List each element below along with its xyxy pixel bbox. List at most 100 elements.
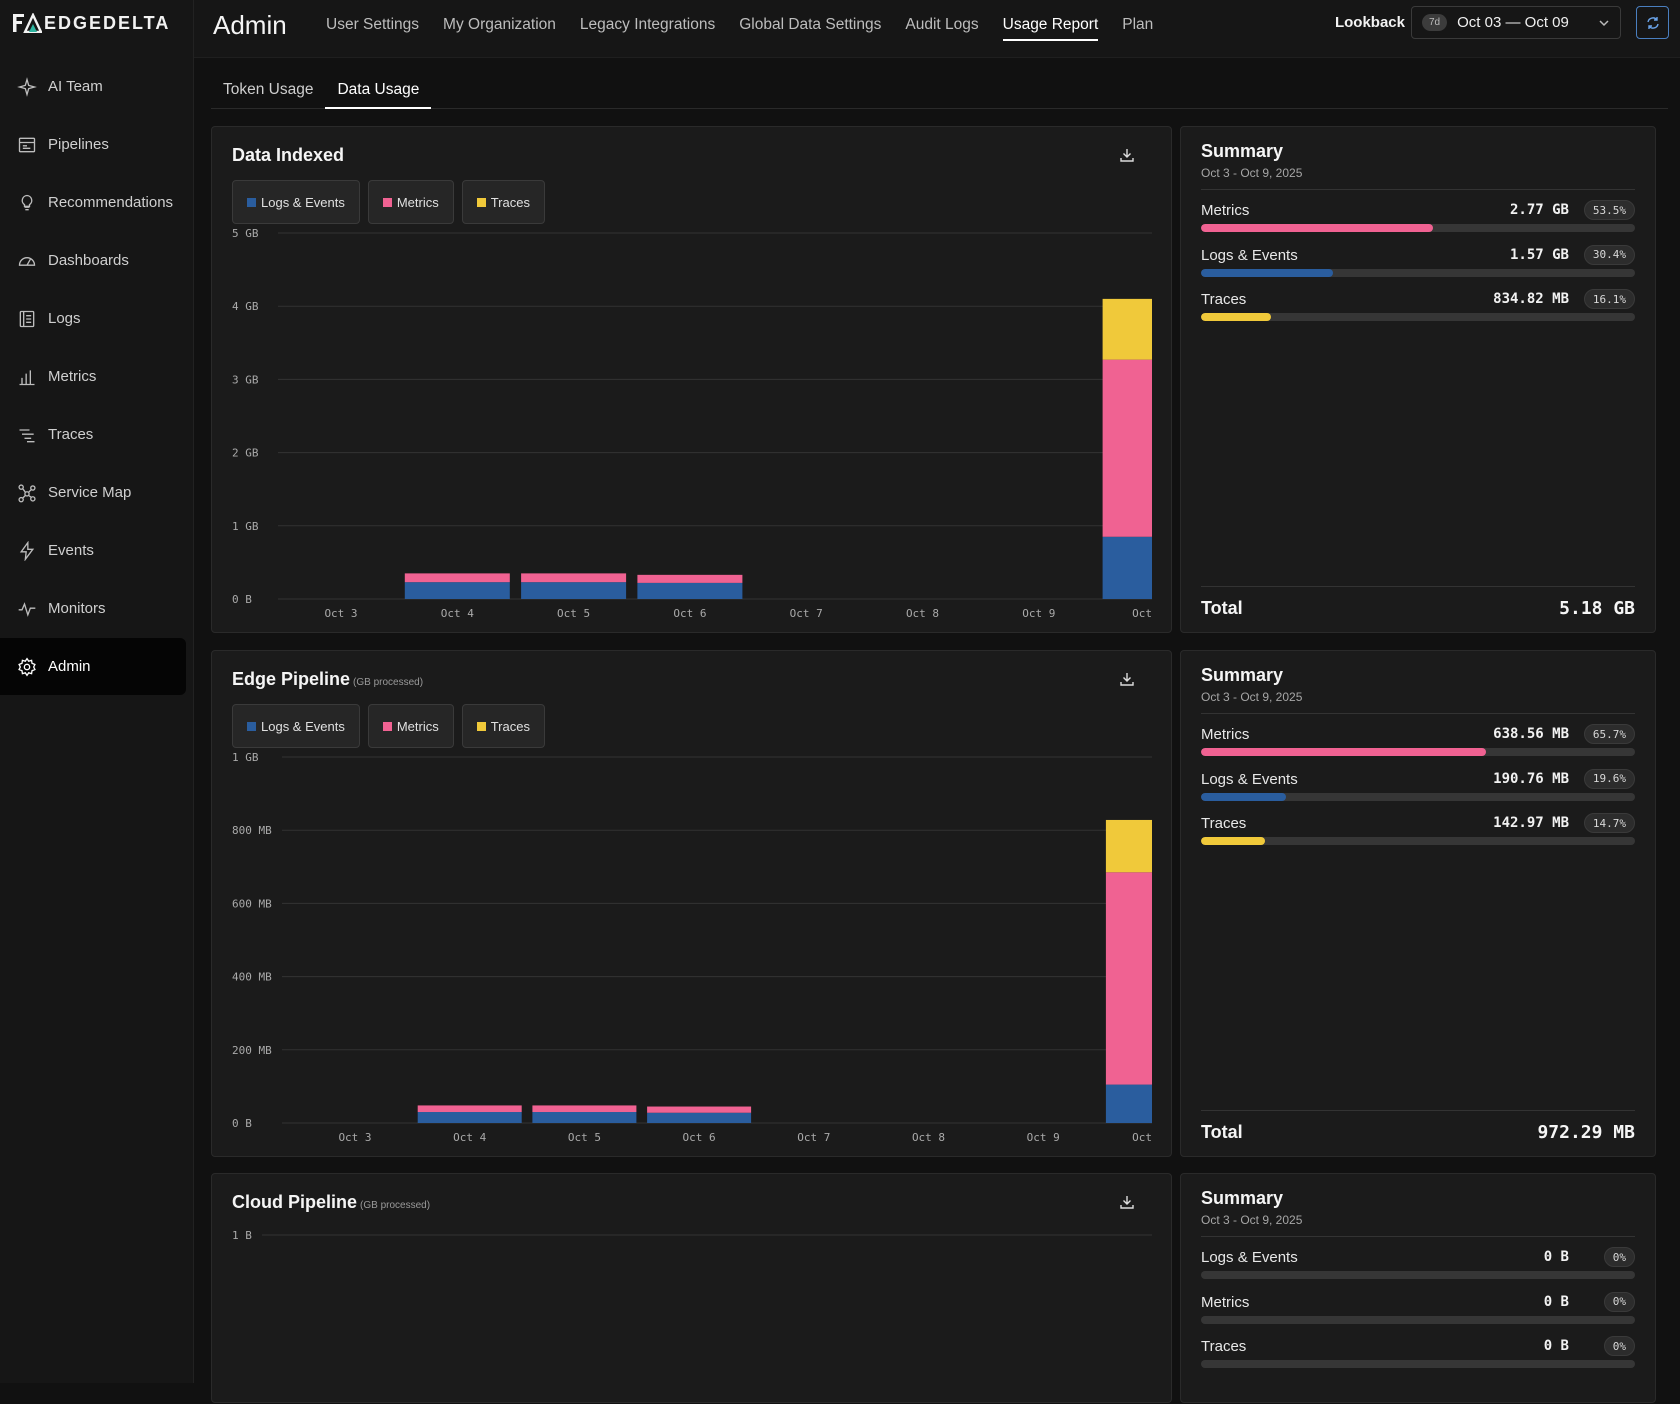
chart-legend: Logs & Events Metrics Traces [232,704,545,748]
summary-row-percent: 16.1% [1583,289,1635,309]
admin-nav: User Settings My Organization Legacy Int… [326,16,1153,41]
bar-segment-metrics [1102,359,1152,537]
summary-row: Traces 142.97 MB 14.7% [1201,813,1635,853]
edge-pipeline-summary: Summary Oct 3 - Oct 9, 2025 Total 972.29… [1180,650,1656,1157]
progress-fill [1201,748,1487,756]
progress-track [1201,224,1635,232]
summary-title: Summary [1201,1188,1284,1208]
summary-row-label: Logs & Events [1201,770,1298,788]
gear-icon [16,656,38,678]
summary-row-value: 1.57 GB [1509,246,1569,263]
y-tick-label: 0 B [232,1117,252,1130]
download-icon[interactable] [1119,147,1135,163]
refresh-button[interactable] [1636,6,1669,39]
edge-pipeline-chart-card: Edge Pipeline (GB processed) Logs & Event… [211,650,1172,1157]
legend-metrics[interactable]: Metrics [367,704,454,748]
nav-my-organization[interactable]: My Organization [443,16,556,33]
bar-segment-logs-events [1105,1084,1152,1123]
summary-row-label: Traces [1201,291,1247,308]
y-tick-label: 5 GB [232,227,259,240]
summary-row-percent: 0% [1603,1336,1635,1356]
legend-swatch [382,721,392,731]
sidebar-item-admin[interactable]: Admin [0,638,186,695]
summary-row: Traces 0 B 0% [1201,1336,1635,1376]
bar-segment-metrics [532,1105,637,1113]
x-tick-label: Oct 4 [441,607,474,620]
date-range-picker[interactable]: 7d Oct 03 — Oct 09 [1411,6,1621,39]
progress-fill [1201,792,1287,801]
tab-data-usage[interactable]: Data Usage [325,75,432,109]
summary-row-percent: 0% [1603,1291,1635,1312]
nav-user-settings[interactable]: User Settings [326,16,420,33]
sidebar-item-recommendations[interactable]: Recommendations [0,174,186,231]
data-indexed-chart: 0 B 1 GB 2 GB 3 GB 4 GB 5 GB Oct 3 Oct 4 Oct 5 Oc… [232,227,1152,620]
brand-logo[interactable]: EDGEDELTA [12,12,170,34]
sidebar-item-traces[interactable]: Traces [0,406,186,463]
divider [1201,586,1635,587]
legend-metrics[interactable]: Metrics [367,180,454,224]
legend-logs-events[interactable]: Logs & Events [232,704,360,748]
summary-row-value: 638.56 MB [1493,726,1569,742]
divider [1201,1236,1635,1237]
summary-row-percent: 30.4% [1583,244,1635,265]
download-icon[interactable] [1119,1194,1135,1210]
pipelines-icon [16,134,38,156]
summary-row-percent: 0% [1603,1247,1635,1267]
divider [1201,713,1635,714]
bar-segment-logs-events [647,1112,752,1123]
sidebar-item-service-map[interactable]: Service Map [0,464,186,521]
bar-segment-logs-events [1102,536,1152,599]
sidebar-item-label: Admin [48,658,91,675]
top-bar: Admin User Settings My Organization Lega… [194,0,1680,58]
nav-global-data-settings[interactable]: Global Data Settings [739,16,882,33]
summary-row-value: 834.82 MB [1493,291,1569,307]
progress-fill [1201,268,1333,277]
sidebar-item-pipelines[interactable]: Pipelines [0,116,186,173]
sidebar-item-dashboards[interactable]: Dashboards [0,232,186,289]
bar-chart-icon [16,366,38,388]
sidebar-item-logs[interactable]: Logs [0,290,186,347]
sidebar-item-events[interactable]: Events [0,522,186,579]
x-tick-label: Oct 3 [338,1131,371,1144]
nav-audit-logs[interactable]: Audit Logs [905,16,979,33]
summary-row-value: 0 B [1543,1338,1569,1354]
lookback-label: Lookback [1334,14,1405,31]
bar-segment-metrics [1105,872,1152,1085]
x-tick-label: Oct 3 [324,607,357,620]
legend-label: Metrics [396,718,439,734]
sidebar-item-ai-team[interactable]: AI Team [0,58,186,115]
chart-title-text: Edge Pipeline [232,669,351,689]
legend-traces[interactable]: Traces [461,704,545,748]
chart-title: Edge Pipeline (GB processed) [232,669,423,690]
cloud-pipeline-chart-card: Cloud Pipeline (GB processed) 1 B [211,1173,1172,1403]
sidebar: EDGEDELTA AI Team Pipelines Recommendati… [0,0,194,1383]
x-tick-label: Oct 8 [906,607,939,620]
bar-segment-logs-events [532,1112,637,1123]
legend-label: Metrics [396,194,439,210]
tab-token-usage[interactable]: Token Usage [223,81,314,98]
summary-row-label: Traces [1201,815,1247,832]
sidebar-item-monitors[interactable]: Monitors [0,580,186,637]
nav-usage-report[interactable]: Usage Report [1002,16,1099,41]
nav-legacy-integrations[interactable]: Legacy Integrations [579,16,716,33]
sidebar-item-label: Service Map [48,484,132,501]
progress-track [1201,748,1635,756]
legend-traces[interactable]: Traces [461,180,545,224]
progress-track [1201,268,1635,277]
y-tick-label: 1 GB [232,751,259,764]
download-icon[interactable] [1119,671,1135,687]
summary-row-value: 0 B [1543,1293,1569,1310]
progress-track [1201,313,1635,321]
legend-label: Logs & Events [261,194,345,210]
divider [1201,189,1635,190]
sidebar-item-label: Traces [48,426,94,443]
legend-swatch [476,721,486,731]
summary-row-percent: 14.7% [1583,813,1635,833]
legend-logs-events[interactable]: Logs & Events [232,180,360,224]
nav-plan[interactable]: Plan [1122,16,1154,33]
summary-row: Logs & Events 1.57 GB 30.4% [1201,244,1635,285]
gauge-icon [16,250,38,272]
sidebar-item-metrics[interactable]: Metrics [0,348,186,405]
x-tick-label: Oct 8 [912,1131,945,1144]
y-tick-label: 1 B [232,1229,252,1242]
